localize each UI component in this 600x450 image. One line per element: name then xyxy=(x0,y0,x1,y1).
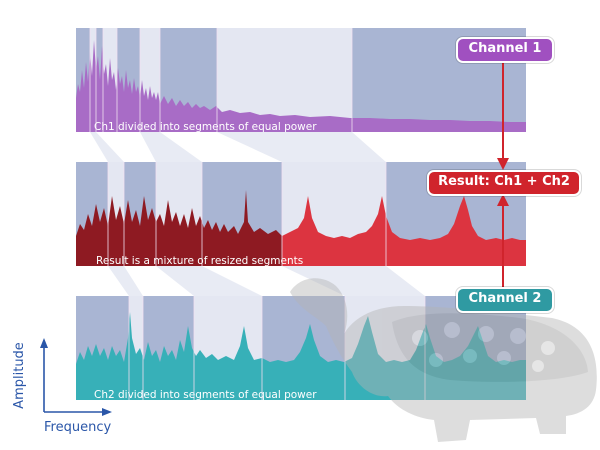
turtle-watermark xyxy=(290,278,597,442)
ch1-spectrum xyxy=(76,40,526,132)
result-to-ch2-links xyxy=(108,266,425,296)
ch1-caption: Ch1 divided into segments of equal power xyxy=(94,121,317,133)
result-spectrum-low xyxy=(76,190,282,266)
ch2-caption: Ch2 divided into segments of equal power xyxy=(94,389,317,401)
result-label: Result: Ch1 + Ch2 xyxy=(427,170,581,196)
channel1-arrowhead xyxy=(497,158,509,170)
axes-indicator xyxy=(40,338,112,416)
result-caption: Result is a mixture of resized segments xyxy=(96,255,304,267)
segment-dividers xyxy=(89,28,426,400)
ch1-to-result-links xyxy=(90,132,386,162)
y-axis-label: Amplitude xyxy=(11,342,27,409)
merge-arrows xyxy=(497,62,509,288)
channel1-label: Channel 1 xyxy=(456,37,554,63)
ch2-spectrum xyxy=(76,312,526,400)
result-spectrum-high xyxy=(282,196,526,266)
channel2-label: Channel 2 xyxy=(456,287,554,313)
channel2-arrowhead xyxy=(497,194,509,206)
x-axis-label: Frequency xyxy=(44,420,112,435)
